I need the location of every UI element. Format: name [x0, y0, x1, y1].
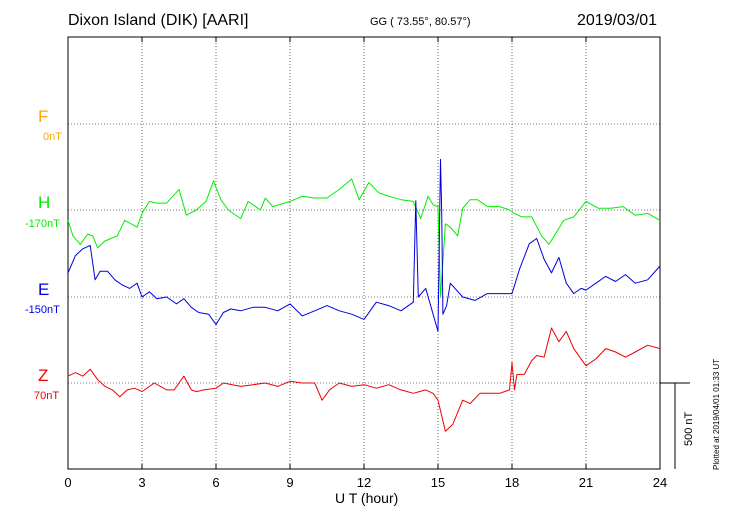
- x-tick-label: 12: [357, 475, 371, 490]
- channel-baseline-H: -170nT: [25, 218, 60, 230]
- x-tick-label: 3: [138, 475, 145, 490]
- channel-label-F: F: [38, 107, 49, 126]
- series-line-H: [67, 178, 661, 297]
- series-lines: [67, 158, 661, 432]
- channel-baseline-Z: 70nT: [34, 390, 60, 402]
- channel-label-H: H: [38, 193, 51, 212]
- coordinates-label: GG ( 73.55°, 80.57°): [370, 16, 471, 28]
- x-tick-label: 6: [212, 475, 219, 490]
- channel-label-E: E: [38, 280, 50, 299]
- series-line-Z: [67, 327, 661, 432]
- x-tick-label: 0: [64, 475, 71, 490]
- scale-bar: 500 nT: [660, 382, 695, 469]
- channel-baseline-E: -150nT: [25, 304, 60, 316]
- scale-bar-label: 500 nT: [683, 411, 695, 446]
- x-tick-label: 9: [286, 475, 293, 490]
- x-axis-label: U T (hour): [335, 490, 399, 506]
- plotted-timestamp: Plotted at 2019/04/01 01:33 UT: [712, 358, 721, 470]
- channel-label-Z: Z: [38, 366, 49, 385]
- x-tick-label: 15: [431, 475, 445, 490]
- date-label: 2019/03/01: [577, 12, 658, 29]
- x-tick-label: 18: [505, 475, 519, 490]
- series-line-E: [67, 158, 661, 332]
- plot-grid: [68, 37, 660, 469]
- x-tick-label: 21: [579, 475, 593, 490]
- station-title: Dixon Island (DIK) [AARI]: [68, 12, 249, 29]
- channel-baseline-F: 0nT: [43, 131, 62, 143]
- x-tick-label: 24: [653, 475, 667, 490]
- x-axis-ticks: 0 3 6 9 12 15 18 21 24: [64, 37, 667, 490]
